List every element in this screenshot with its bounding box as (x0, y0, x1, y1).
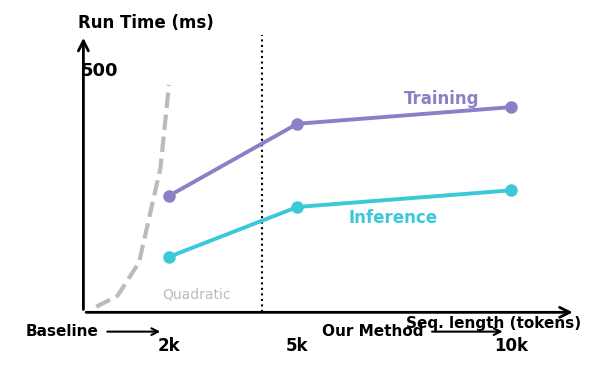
Text: 2k: 2k (158, 337, 180, 355)
Text: 5k: 5k (286, 337, 308, 355)
Text: Seq. length (tokens): Seq. length (tokens) (406, 316, 581, 331)
Text: 500: 500 (80, 62, 118, 80)
Text: Baseline: Baseline (26, 324, 98, 339)
Text: Run Time (ms): Run Time (ms) (77, 14, 213, 31)
Text: 10k: 10k (494, 337, 528, 355)
Text: Our Method: Our Method (322, 324, 424, 339)
